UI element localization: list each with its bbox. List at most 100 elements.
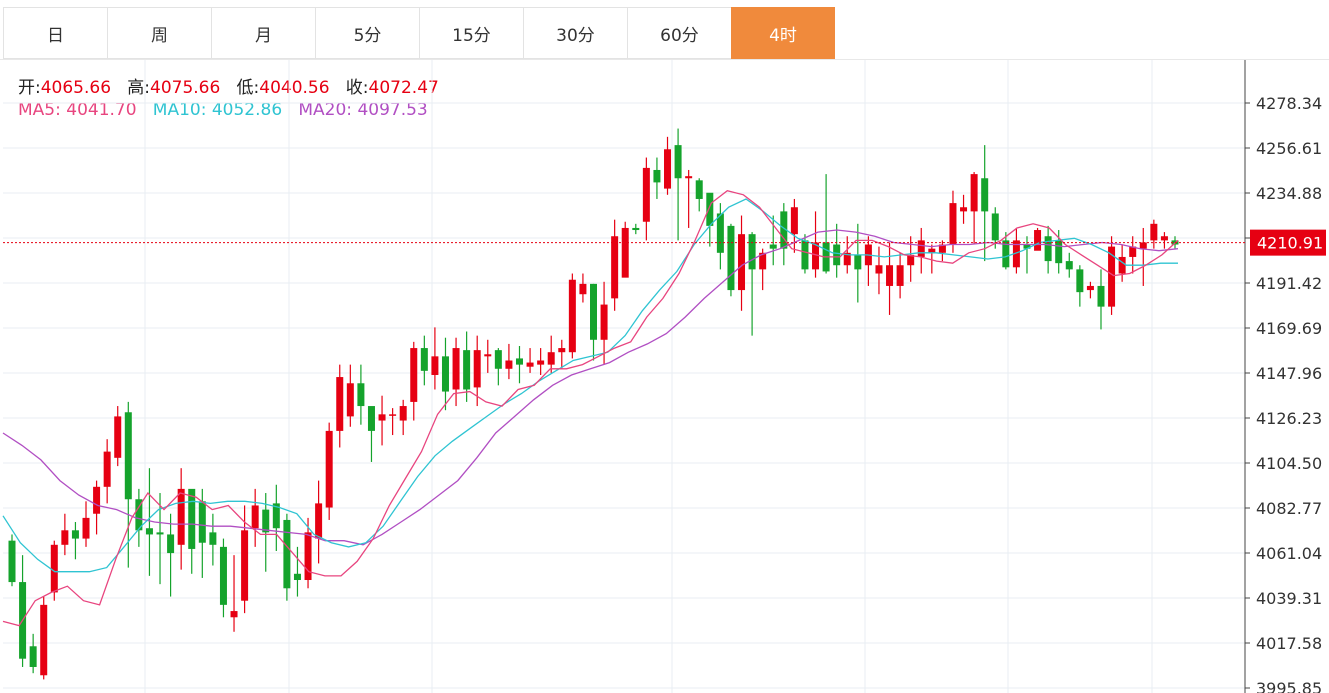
candle-body bbox=[600, 304, 608, 340]
candle-body bbox=[272, 503, 280, 529]
candle bbox=[188, 488, 196, 574]
candle-body bbox=[389, 414, 397, 416]
candle bbox=[769, 215, 777, 266]
candle-body bbox=[790, 207, 798, 235]
candle-body bbox=[315, 503, 323, 539]
candle-body bbox=[219, 546, 227, 605]
candle bbox=[1150, 219, 1158, 249]
candle bbox=[1076, 265, 1084, 307]
candle bbox=[917, 227, 925, 274]
y-tick-label: 4104.50 bbox=[1256, 454, 1322, 473]
candle-body bbox=[812, 242, 820, 270]
candle-body bbox=[1129, 246, 1137, 257]
candle-body bbox=[727, 225, 735, 291]
candle bbox=[515, 345, 523, 384]
tab-4hour[interactable]: 4时 bbox=[731, 7, 835, 59]
low-label: 低: bbox=[236, 78, 260, 98]
candle-body bbox=[135, 499, 143, 531]
candle bbox=[1118, 244, 1126, 282]
candle bbox=[568, 273, 576, 359]
y-tick-label: 4126.23 bbox=[1256, 409, 1322, 428]
candle-body bbox=[769, 244, 777, 249]
ma10-label: MA10: bbox=[152, 100, 207, 120]
ma-lines bbox=[2, 189, 1179, 627]
candle bbox=[558, 339, 566, 369]
candle-body bbox=[293, 573, 301, 581]
tab-15min[interactable]: 15分 bbox=[419, 7, 523, 59]
tab-30min[interactable]: 30分 bbox=[523, 7, 627, 59]
candle bbox=[896, 252, 904, 299]
tab-week[interactable]: 周 bbox=[107, 7, 211, 59]
tab-month[interactable]: 月 bbox=[211, 7, 315, 59]
candle-body bbox=[61, 530, 69, 545]
candle-body bbox=[938, 244, 946, 253]
candle bbox=[431, 327, 439, 390]
candle bbox=[40, 596, 48, 680]
candle-body bbox=[198, 501, 206, 543]
candle-body bbox=[1086, 285, 1094, 291]
ma20-line bbox=[2, 229, 1179, 546]
candle-body bbox=[156, 532, 164, 535]
y-tick-label: 4191.42 bbox=[1256, 274, 1322, 293]
candle bbox=[389, 408, 397, 436]
candle bbox=[367, 406, 375, 462]
candle-body bbox=[558, 348, 566, 353]
candle-body bbox=[642, 167, 650, 222]
candlestick-chart[interactable]: 4278.344256.614234.884213.154191.424169.… bbox=[0, 60, 1329, 693]
candle bbox=[886, 242, 894, 315]
candle bbox=[981, 145, 989, 262]
candle-body bbox=[1002, 240, 1010, 268]
candle bbox=[875, 246, 883, 295]
y-tick-label: 4147.96 bbox=[1256, 364, 1322, 383]
candle-body bbox=[759, 252, 767, 270]
candle-body bbox=[484, 354, 492, 357]
candle-body bbox=[611, 236, 619, 299]
candle bbox=[399, 399, 407, 436]
candle-body bbox=[251, 505, 259, 529]
candle bbox=[621, 221, 629, 278]
candle bbox=[103, 439, 111, 504]
candle-body bbox=[188, 488, 196, 549]
candle bbox=[505, 343, 513, 380]
candle-body bbox=[1097, 285, 1105, 307]
chart-grid bbox=[3, 60, 1246, 693]
candle bbox=[484, 339, 492, 373]
candle-body bbox=[685, 176, 693, 179]
tab-60min[interactable]: 60分 bbox=[627, 7, 731, 59]
candle bbox=[653, 157, 661, 199]
candle-body bbox=[621, 227, 629, 278]
y-tick-label: 4234.88 bbox=[1256, 184, 1322, 203]
candle bbox=[1108, 236, 1116, 315]
y-tick-label: 4039.31 bbox=[1256, 589, 1322, 608]
candle-body bbox=[399, 406, 407, 421]
candle-body bbox=[949, 203, 957, 245]
candle-body bbox=[114, 416, 122, 458]
candle-body bbox=[886, 265, 894, 286]
candle bbox=[209, 513, 217, 566]
candle bbox=[346, 364, 354, 427]
candle-body bbox=[367, 406, 375, 431]
candle-body bbox=[579, 283, 587, 295]
tab-day[interactable]: 日 bbox=[3, 7, 107, 59]
candle-body bbox=[8, 540, 16, 583]
tab-5min[interactable]: 5分 bbox=[315, 7, 419, 59]
candle-body bbox=[1139, 242, 1147, 249]
candle bbox=[960, 194, 968, 224]
close-label: 收: bbox=[345, 78, 369, 98]
candle-body bbox=[505, 360, 513, 369]
candle-body bbox=[71, 530, 79, 539]
current-price-marker: 4210.91 bbox=[3, 229, 1326, 256]
candle-body bbox=[283, 519, 291, 589]
y-tick-label: 4256.61 bbox=[1256, 139, 1322, 158]
candle-body bbox=[431, 356, 439, 375]
candle bbox=[1044, 225, 1052, 274]
candle-body bbox=[325, 430, 333, 508]
ma5-value: 4041.70 bbox=[66, 100, 137, 120]
candle bbox=[674, 128, 682, 241]
candle-body bbox=[336, 377, 344, 431]
candle-body bbox=[674, 145, 682, 179]
candle-body bbox=[262, 509, 270, 533]
candle-body bbox=[40, 604, 48, 676]
candle-body bbox=[875, 265, 883, 274]
candle-body bbox=[494, 350, 502, 369]
